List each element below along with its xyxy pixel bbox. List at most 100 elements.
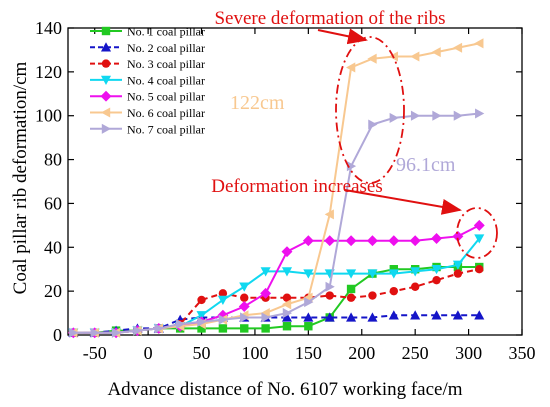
data-point	[389, 265, 399, 274]
plot-frame	[67, 27, 523, 336]
data-point	[453, 110, 463, 121]
data-point	[324, 312, 335, 322]
legend-item-6: No. 6 coal pillar	[90, 106, 205, 120]
legend-swatch-marker	[100, 75, 112, 85]
data-point	[431, 47, 441, 58]
legend-swatch-marker	[101, 26, 111, 36]
data-point	[261, 312, 271, 323]
data-point	[303, 269, 314, 279]
data-point	[346, 284, 356, 294]
legend-label: No. 5 coal pillar	[127, 90, 205, 104]
data-point	[69, 327, 79, 338]
legend-item-5: No. 5 coal pillar	[90, 90, 205, 104]
data-point	[346, 269, 357, 279]
data-point	[366, 235, 378, 247]
legend-item-4: No. 4 coal pillar	[90, 73, 205, 87]
legend: No. 1 coal pillar No. 2 coal pillar No. 3 …	[90, 25, 205, 136]
data-point	[368, 291, 377, 300]
y-tick-label: 120	[35, 62, 62, 82]
data-point	[345, 235, 357, 247]
data-point	[367, 269, 378, 279]
data-point	[431, 310, 442, 320]
series-5	[67, 219, 485, 339]
x-tick-label: 100	[241, 343, 268, 363]
data-point	[452, 260, 463, 270]
legend-item-3: No. 3 coal pillar	[90, 57, 205, 71]
annotation-severe: Severe deformation of the ribs	[214, 8, 445, 29]
data-point	[367, 312, 378, 322]
data-point	[240, 312, 250, 323]
data-point	[154, 323, 164, 334]
data-point	[282, 293, 292, 302]
data-point	[410, 282, 420, 291]
data-point	[474, 38, 484, 49]
data-point	[282, 308, 293, 319]
series-line	[73, 266, 480, 334]
legend-label: No. 1 coal pillar	[127, 25, 205, 39]
data-point	[388, 269, 399, 279]
data-point	[175, 318, 186, 330]
data-point	[346, 293, 356, 302]
data-point	[346, 62, 356, 73]
y-axis-label: Coal pillar rib deformation/cm	[10, 61, 31, 294]
data-point	[218, 289, 228, 298]
legend-swatch-marker	[101, 59, 111, 68]
data-point	[218, 314, 228, 325]
series-2	[68, 310, 485, 338]
series-3	[69, 265, 484, 338]
series-layer	[67, 38, 485, 339]
data-point	[111, 327, 122, 338]
data-point	[452, 42, 463, 53]
data-point	[346, 312, 357, 322]
data-point	[475, 108, 485, 119]
data-point	[410, 267, 421, 277]
data-point	[324, 235, 336, 247]
legend-label: No. 4 coal pillar	[127, 73, 205, 87]
highlight-ellipse-ribs	[335, 36, 405, 184]
data-point	[324, 209, 334, 220]
legend-swatch-marker	[100, 90, 112, 102]
data-point	[281, 246, 293, 258]
data-point	[388, 310, 399, 320]
series-line	[73, 314, 480, 334]
data-point	[389, 286, 399, 296]
y-tick-label: 100	[35, 106, 62, 126]
data-point	[260, 308, 270, 319]
data-point	[410, 51, 420, 62]
data-point	[409, 235, 421, 247]
legend-item-2: No. 2 coal pillar	[90, 41, 205, 55]
data-point	[474, 234, 485, 244]
data-point	[325, 291, 334, 300]
data-point	[389, 112, 399, 123]
data-point	[240, 324, 249, 333]
x-tick-label: 200	[348, 343, 375, 363]
data-point	[432, 275, 441, 285]
series-4	[68, 234, 485, 338]
data-point	[302, 235, 314, 247]
data-point	[453, 269, 463, 278]
arrow-severe	[317, 28, 368, 45]
data-point	[281, 267, 293, 277]
x-tick-label: 50	[193, 343, 211, 363]
annotation-122: 122cm	[230, 92, 285, 114]
data-point	[133, 325, 143, 336]
data-point	[239, 282, 250, 292]
x-axis-label: Advance distance of No. 6107 working fac…	[107, 379, 462, 400]
data-point	[90, 327, 100, 338]
x-tick-label: 150	[295, 343, 322, 363]
legend-swatch-marker	[100, 107, 111, 118]
x-tick-label: -50	[83, 343, 107, 363]
y-tick-label: 140	[35, 18, 62, 38]
data-point	[282, 322, 292, 331]
data-point	[410, 110, 421, 121]
data-point	[431, 265, 442, 275]
legend-swatch-marker	[101, 123, 112, 134]
annotation-increase: Deformation increases	[211, 176, 382, 197]
data-point	[261, 324, 270, 333]
legend-item-1: No. 1 coal pillar	[90, 25, 205, 39]
data-point	[303, 312, 314, 322]
y-tick-label: 20	[44, 281, 62, 301]
data-point	[197, 324, 206, 333]
data-point	[260, 287, 272, 299]
data-point	[197, 316, 207, 327]
